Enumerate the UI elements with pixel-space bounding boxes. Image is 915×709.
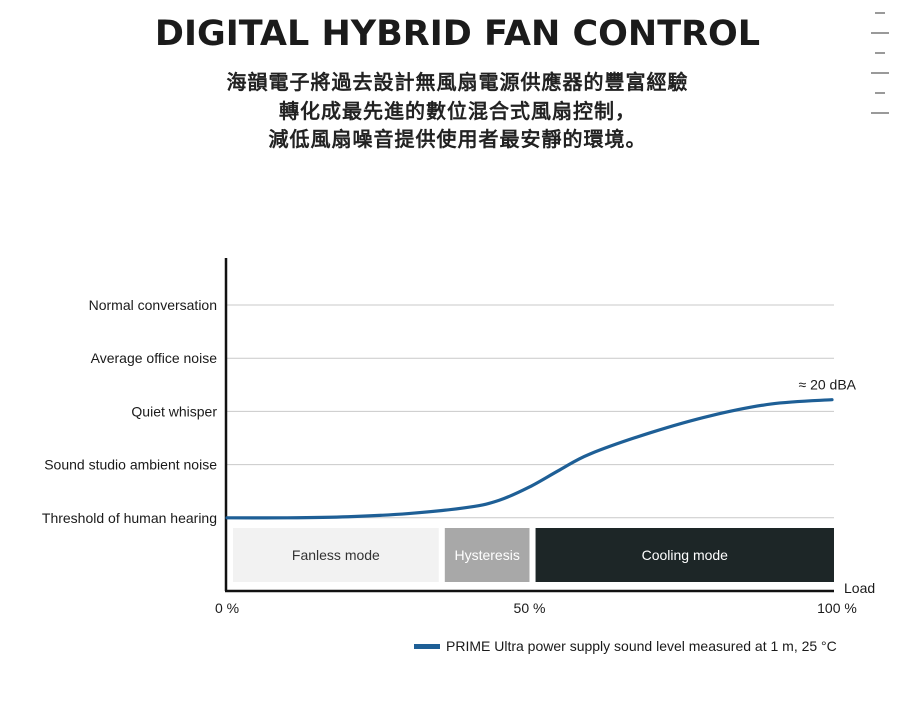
y-level-label: Quiet whisper bbox=[131, 403, 217, 419]
zone-band bbox=[444, 528, 530, 582]
nav-dash[interactable] bbox=[875, 92, 885, 94]
zone-label: Cooling mode bbox=[642, 547, 729, 563]
zone-label: Fanless mode bbox=[292, 547, 380, 563]
subtitle-line: 海韻電子將過去設計無風扇電源供應器的豐富經驗 bbox=[226, 70, 689, 94]
nav-dash[interactable] bbox=[875, 52, 885, 54]
series-annotation: ≈ 20 dBA bbox=[799, 377, 857, 393]
zone-band bbox=[233, 528, 439, 582]
page-title: DIGITAL HYBRID FAN CONTROL bbox=[154, 14, 761, 54]
legend-swatch bbox=[414, 643, 440, 649]
zone-band bbox=[535, 528, 834, 582]
y-level-label: Normal conversation bbox=[89, 297, 217, 313]
x-axis-label: Load bbox=[844, 580, 875, 596]
legend-label: PRIME Ultra power supply sound level mea… bbox=[446, 638, 837, 654]
nav-dash[interactable] bbox=[871, 112, 889, 114]
page-navigation[interactable] bbox=[871, 12, 889, 132]
subtitle-line: 轉化成最先進的數位混合式風扇控制， bbox=[279, 98, 636, 123]
y-level-label: Sound studio ambient noise bbox=[44, 457, 217, 473]
subtitle: 海韻電子將過去設計無風扇電源供應器的豐富經驗 轉化成最先進的數位混合式風扇控制，… bbox=[0, 68, 915, 154]
nav-dash[interactable] bbox=[875, 12, 885, 14]
y-level-label: Average office noise bbox=[91, 350, 218, 366]
x-tick-label: 100 % bbox=[817, 600, 857, 616]
legend: PRIME Ultra power supply sound level mea… bbox=[414, 636, 837, 656]
subtitle-line: 減低風扇噪音提供使用者最安靜的環境。 bbox=[268, 127, 647, 151]
series-line bbox=[225, 398, 834, 520]
nav-dash[interactable] bbox=[871, 72, 889, 74]
nav-dash[interactable] bbox=[871, 32, 889, 34]
x-tick-label: 50 % bbox=[514, 600, 546, 616]
y-level-label: Threshold of human hearing bbox=[42, 510, 217, 526]
x-tick-label: 0 % bbox=[215, 600, 239, 616]
zone-label: Hysteresis bbox=[454, 547, 519, 563]
